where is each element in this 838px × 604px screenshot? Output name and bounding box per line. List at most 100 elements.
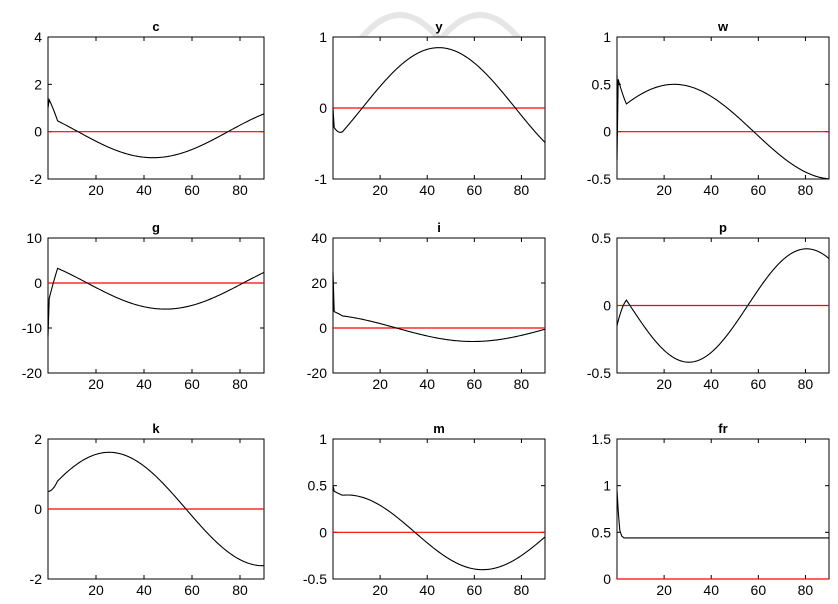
y-tick-label: 0 (319, 524, 327, 540)
y-tick-label: 1 (319, 431, 327, 447)
x-tick-label: 20 (88, 582, 104, 598)
y-tick-label: -2 (30, 571, 43, 587)
plot-title: g (152, 220, 160, 235)
plot-frame (332, 438, 546, 580)
y-tick-label: 0 (34, 124, 42, 140)
x-tick-label: 60 (751, 182, 767, 198)
subplot-k: k 20 40 60 80 -2 0 2 (30, 421, 265, 598)
plot-title: c (152, 19, 159, 34)
series-line (47, 97, 265, 159)
x-tick-label: 40 (703, 582, 719, 598)
subplot-y: y 20 40 60 80 -1 0 1 (315, 19, 546, 198)
y-tick-label: -0.5 (587, 365, 611, 381)
subplot-fr: fr 20 40 60 80 0 0.5 1 1.5 (592, 421, 830, 598)
y-tick-label: -0.5 (303, 571, 327, 587)
plot-title: i (437, 220, 441, 235)
x-tick-label: 20 (372, 582, 388, 598)
x-tick-label: 60 (467, 182, 483, 198)
series-line (332, 271, 546, 343)
x-tick-label: 60 (184, 376, 200, 392)
plot-frame (47, 237, 265, 374)
x-tick-label: 60 (184, 582, 200, 598)
y-tick-label: -20 (307, 365, 327, 381)
x-tick-label: 20 (656, 582, 672, 598)
y-tick-label: -2 (30, 171, 43, 187)
y-tick-label: 1 (603, 478, 611, 494)
subplot-w: w 20 40 60 80 -0.5 0 0.5 1 (587, 19, 830, 198)
y-tick-label: 2 (34, 431, 42, 447)
y-tick-label: 0 (319, 320, 327, 336)
y-tick-label: 0.5 (592, 230, 612, 246)
plot-title: y (435, 19, 443, 34)
x-tick-label: 40 (419, 376, 435, 392)
x-tick-label: 40 (136, 182, 152, 198)
y-tick-label: 0 (603, 124, 611, 140)
x-tick-label: 40 (419, 182, 435, 198)
plot-title: p (719, 220, 727, 235)
plot-frame (616, 36, 830, 180)
y-tick-label: -1 (315, 171, 328, 187)
y-tick-label: 0 (34, 501, 42, 517)
y-tick-label: 4 (34, 29, 42, 45)
x-tick-label: 80 (514, 182, 530, 198)
x-tick-label: 20 (372, 182, 388, 198)
x-tick-label: 80 (232, 182, 248, 198)
x-tick-label: 80 (514, 582, 530, 598)
x-tick-label: 20 (88, 182, 104, 198)
subplot-m: m 20 40 60 80 -0.5 0 0.5 1 (303, 421, 546, 598)
x-tick-label: 40 (136, 582, 152, 598)
x-tick-label: 60 (467, 582, 483, 598)
x-tick-label: 80 (514, 376, 530, 392)
y-tick-label: 1 (603, 29, 611, 45)
y-tick-label: 0 (603, 571, 611, 587)
y-tick-label: 20 (311, 275, 327, 291)
x-tick-label: 60 (467, 376, 483, 392)
plot-frame (616, 438, 830, 580)
subplot-p: p 20 40 60 80 -0.5 0 0.5 (587, 220, 830, 392)
x-tick-label: 40 (419, 582, 435, 598)
series-line (332, 485, 546, 571)
x-tick-label: 40 (136, 376, 152, 392)
plot-title: w (717, 19, 729, 34)
y-tick-label: 1 (319, 29, 327, 45)
y-tick-label: 0 (603, 298, 611, 314)
x-tick-label: 60 (751, 582, 767, 598)
series-line (332, 47, 546, 143)
y-tick-label: -20 (22, 365, 42, 381)
subplot-c: c 20 40 60 80 -2 0 2 4 (30, 19, 265, 198)
series-line (47, 451, 265, 567)
y-tick-label: 2 (34, 76, 42, 92)
y-tick-label: 0.5 (592, 76, 612, 92)
x-tick-label: 20 (88, 376, 104, 392)
x-tick-label: 80 (232, 376, 248, 392)
plot-frame (332, 237, 546, 374)
x-tick-label: 20 (656, 376, 672, 392)
y-tick-label: -10 (22, 320, 42, 336)
x-tick-label: 60 (751, 376, 767, 392)
x-tick-label: 60 (184, 182, 200, 198)
x-tick-label: 80 (798, 582, 814, 598)
x-tick-label: 40 (703, 376, 719, 392)
subplot-g: g 20 40 60 80 -20 -10 0 10 (22, 220, 265, 392)
series-line (47, 267, 265, 338)
y-tick-label: 1.5 (592, 431, 612, 447)
x-tick-label: 20 (372, 376, 388, 392)
x-tick-label: 40 (703, 182, 719, 198)
series-line (616, 490, 829, 539)
y-tick-label: 40 (311, 230, 327, 246)
y-tick-label: 0 (34, 275, 42, 291)
plot-title: fr (718, 421, 727, 436)
plot-title: k (152, 421, 160, 436)
x-tick-label: 80 (798, 376, 814, 392)
x-tick-label: 20 (656, 182, 672, 198)
y-tick-label: 0.5 (308, 478, 328, 494)
plot-title: m (433, 421, 445, 436)
series-line (616, 248, 830, 363)
x-tick-label: 80 (232, 582, 248, 598)
y-tick-label: -0.5 (587, 171, 611, 187)
subplot-i: i 20 40 60 80 -20 0 20 40 (307, 220, 546, 392)
y-tick-label: 10 (26, 230, 42, 246)
y-tick-label: 0 (319, 100, 327, 116)
series-line (616, 74, 830, 180)
